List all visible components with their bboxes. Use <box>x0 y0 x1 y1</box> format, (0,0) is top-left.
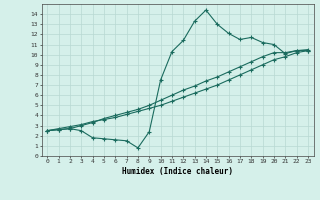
X-axis label: Humidex (Indice chaleur): Humidex (Indice chaleur) <box>122 167 233 176</box>
